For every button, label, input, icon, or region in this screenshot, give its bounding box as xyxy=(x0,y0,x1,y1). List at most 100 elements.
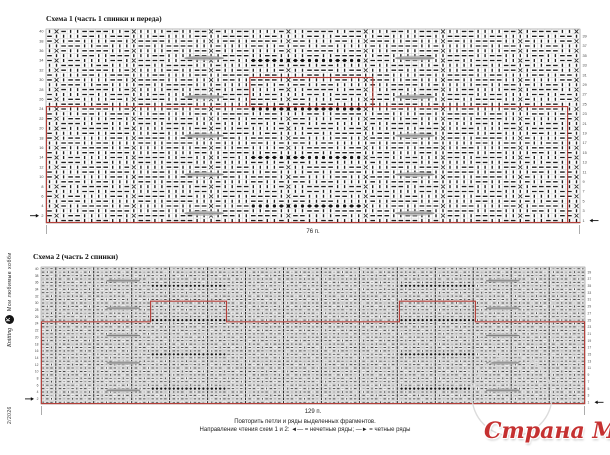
row-number: 11 xyxy=(583,170,587,174)
watermark-text: Страна Мам xyxy=(484,418,610,444)
chart-2-stitch-count: 129 п. xyxy=(304,409,322,415)
row-number: 35 xyxy=(583,54,587,58)
row-number: 25 xyxy=(588,318,592,322)
chart-1-title: Схема 1 (часть 1 спинки и переда) xyxy=(46,14,162,23)
row-start-arrow-icon xyxy=(30,213,39,218)
row-number: 20 xyxy=(35,335,39,339)
row-number: 9 xyxy=(583,180,585,184)
row-number: 40 xyxy=(39,30,43,34)
row-number: 39 xyxy=(583,35,587,39)
row-number: 24 xyxy=(35,322,39,326)
row-number: 22 xyxy=(39,117,43,121)
issue-number-block: 2/2026 xyxy=(7,392,13,424)
row-number: 17 xyxy=(583,141,587,145)
chart-1-row-numbers: 4038363432302826242220181614121086423937… xyxy=(39,30,586,223)
row-number: 13 xyxy=(583,161,587,165)
row-number: 8 xyxy=(37,377,39,381)
row-end-arrow-icon xyxy=(594,400,604,405)
row-number: 14 xyxy=(35,356,39,360)
row-number: 22 xyxy=(35,329,39,333)
row-number: 29 xyxy=(583,83,587,87)
magazine-title: Мои любимые хобби xyxy=(6,252,13,311)
row-number: 17 xyxy=(588,346,592,350)
row-number: 36 xyxy=(35,281,39,285)
row-end-arrow-icon xyxy=(589,218,599,223)
watermark-circle xyxy=(471,355,553,437)
row-number: 6 xyxy=(41,195,43,199)
row-number: 20 xyxy=(39,127,43,131)
row-number: 10 xyxy=(39,175,43,179)
row-number: 27 xyxy=(588,311,592,315)
row-number: 21 xyxy=(588,332,592,336)
row-number: 3 xyxy=(583,209,585,213)
chart-1-width-bracket xyxy=(46,225,580,234)
row-number: 26 xyxy=(39,98,43,102)
chart-2-dot-rows xyxy=(151,284,475,390)
row-number: 24 xyxy=(39,107,43,111)
chart-1-dot-rows xyxy=(251,58,361,208)
row-number: 19 xyxy=(583,132,587,136)
row-number: 30 xyxy=(39,78,43,82)
row-number: 21 xyxy=(583,122,587,126)
row-number: 34 xyxy=(39,59,43,63)
row-number: 39 xyxy=(588,270,592,274)
row-number: 38 xyxy=(39,39,43,43)
chart-2-repeat-fragment-outline xyxy=(40,300,586,405)
row-number: 16 xyxy=(39,146,43,150)
row-number: 32 xyxy=(39,68,43,72)
row-number: 34 xyxy=(35,288,39,292)
row-number: 18 xyxy=(39,136,43,140)
repeat-note: Повторить петли и ряды выделенных фрагме… xyxy=(234,419,376,425)
row-number: 4 xyxy=(41,204,43,208)
row-number: 29 xyxy=(588,305,592,309)
row-number: 33 xyxy=(583,64,587,68)
chart-2-title: Схема 2 (часть 2 спинки) xyxy=(33,252,119,261)
row-number: 10 xyxy=(35,370,39,374)
chart-1-repeat-fragment-outline xyxy=(45,76,581,224)
magazine-subtitle: Knitting xyxy=(6,327,13,347)
row-number: 12 xyxy=(39,165,43,169)
row-number: 14 xyxy=(39,156,43,160)
row-number: 7 xyxy=(588,380,590,384)
row-number: 26 xyxy=(35,315,39,319)
row-number: 25 xyxy=(583,102,587,106)
row-number: 15 xyxy=(588,353,592,357)
row-number: 12 xyxy=(35,363,39,367)
row-number: 3 xyxy=(588,394,590,398)
row-number: 23 xyxy=(588,325,592,329)
row-number: 37 xyxy=(588,277,592,281)
row-number: 1 xyxy=(588,401,590,405)
chart-1-stitch-count: 76 п. xyxy=(306,229,320,235)
row-number: 4 xyxy=(37,390,39,394)
row-number: 28 xyxy=(35,308,39,312)
row-number: 5 xyxy=(588,387,590,391)
row-number: 27 xyxy=(583,93,587,97)
row-number: 33 xyxy=(588,291,592,295)
row-number: 11 xyxy=(588,366,592,370)
row-number: 31 xyxy=(583,73,587,77)
row-number: 32 xyxy=(35,294,39,298)
reading-direction-note: Направление чтения схем 1 и 2: ◄— = нече… xyxy=(199,427,411,433)
chart-2-width-bracket xyxy=(41,406,585,415)
row-number: 15 xyxy=(583,151,587,155)
row-number: 13 xyxy=(588,359,592,363)
row-number: 19 xyxy=(588,339,592,343)
row-start-arrow-icon xyxy=(25,397,34,401)
row-number: 9 xyxy=(588,373,590,377)
row-number: 35 xyxy=(588,284,592,288)
row-number: 37 xyxy=(583,44,587,48)
row-number: 38 xyxy=(35,274,39,278)
row-number: 2 xyxy=(37,397,39,401)
row-number: 36 xyxy=(39,49,43,53)
chart-2: 4038363432302826242220181614121086423937… xyxy=(25,266,604,415)
row-number: 7 xyxy=(583,190,585,194)
row-number: 23 xyxy=(583,112,587,116)
issue-number: 2/2026 xyxy=(7,406,13,424)
row-number: 5 xyxy=(583,199,585,203)
row-number: 18 xyxy=(35,342,39,346)
row-number: 8 xyxy=(41,185,43,189)
row-number: 2 xyxy=(41,214,43,218)
row-number: 28 xyxy=(39,88,43,92)
